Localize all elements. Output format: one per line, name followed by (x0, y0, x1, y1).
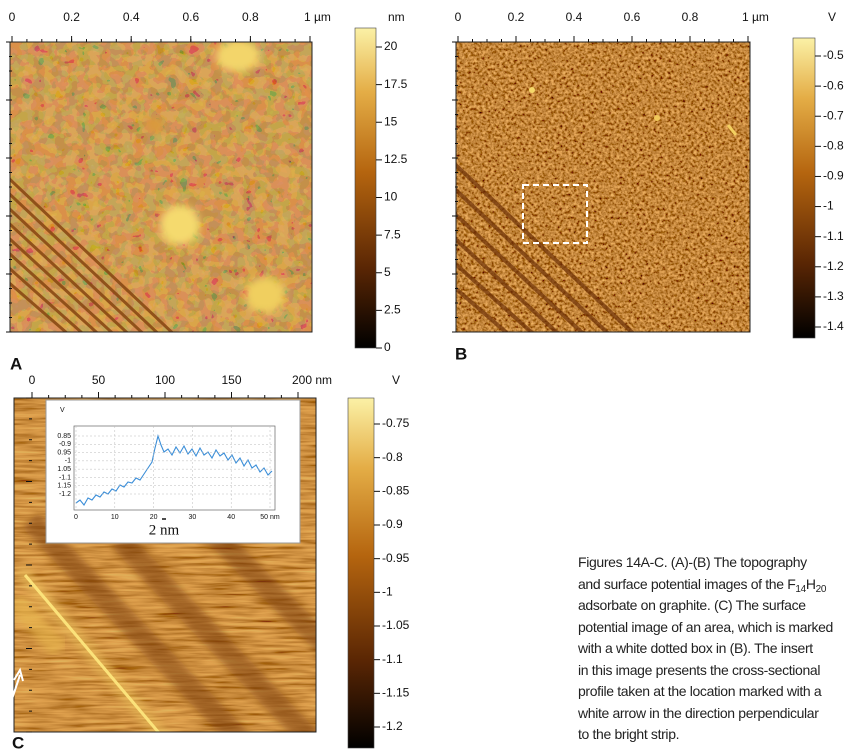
caption-line: adsorbate on graphite. (C) The surface (578, 597, 806, 613)
insert-y-tick-label: 0.95 (57, 449, 71, 456)
panel-label: B (455, 344, 467, 363)
colorbar-tick-label: -1.1 (382, 652, 403, 666)
colorbar-tick-label: -1.15 (382, 686, 410, 700)
insert-y-tick-label: -1.1 (59, 474, 71, 481)
colorbar-tick-label: -0.6 (823, 78, 844, 92)
x-tick-label: 0.6 (182, 10, 199, 24)
x-tick-label: 50 (92, 373, 106, 387)
colorbar-tick-label: -1.4 (823, 319, 844, 333)
caption-line: with a white dotted box in (B). The inse… (578, 640, 813, 656)
colorbar-tick-label: -0.5 (823, 48, 844, 62)
colorbar (792, 37, 816, 339)
x-tick-label: 0.4 (566, 10, 583, 24)
colorbar-unit: nm (388, 10, 405, 24)
caption-line: potential image of an area, which is mar… (578, 618, 833, 635)
colorbar-tick-label: -0.8 (823, 139, 844, 153)
colorbar-unit: V (828, 10, 836, 24)
x-tick-label: 1 µm (742, 10, 769, 24)
subscript: 14 (795, 583, 806, 595)
colorbar-tick-label: 20 (384, 39, 398, 53)
colorbar-tick-label: 0 (384, 340, 391, 354)
colorbar-tick-label: -1 (823, 199, 834, 213)
colorbar-tick-label: -0.85 (382, 484, 410, 498)
arrow (9, 667, 24, 706)
colorbar-tick-label: -1.2 (823, 259, 844, 273)
colorbar-tick-label: -0.8 (382, 450, 403, 464)
colorbar-tick-label: -1.2 (382, 719, 403, 733)
insert-y-tick-label: -1 (65, 458, 71, 465)
colorbar (347, 397, 375, 749)
insert-x-tick-label: 30 (189, 514, 197, 521)
x-tick-label: 0 (9, 10, 16, 24)
colorbar-tick-label: 10 (384, 190, 398, 204)
colorbar-tick-label: 7.5 (384, 227, 401, 241)
image-a (10, 42, 312, 332)
caption-text: and surface potential images of the F (578, 575, 796, 592)
colorbar-tick-label: 17.5 (384, 77, 408, 91)
x-tick-label: 0.8 (682, 10, 699, 24)
panel-label: C (12, 733, 24, 750)
colorbar-tick-label: -1.05 (382, 618, 410, 632)
colorbar (354, 27, 377, 349)
caption-line: white arrow in the direction perpendicul… (578, 704, 819, 721)
x-tick-label: 1 µm (304, 10, 331, 24)
x-tick-label: 0.2 (63, 10, 80, 24)
caption-line: in this image presents the cross-section… (578, 661, 821, 678)
insert-y-tick-label: -0.9 (59, 441, 71, 448)
caption-line: profile taken at the location marked wit… (578, 683, 822, 699)
image-b (456, 42, 750, 332)
insert-y-tick-label: 0.85 (57, 433, 71, 440)
x-tick-label: 0.6 (624, 10, 641, 24)
colorbar-tick-label: 5 (384, 265, 391, 279)
insert-y-tick-label: 1.15 (57, 483, 71, 490)
colorbar-tick-label: -1 (382, 585, 393, 599)
insert-x-tick-label: 40 (227, 514, 235, 521)
colorbar-unit: V (392, 373, 400, 387)
x-tick-label: 0 (455, 10, 462, 24)
colorbar-tick-label: -0.7 (823, 108, 844, 122)
colorbar-tick-label: -0.75 (382, 416, 410, 430)
colorbar-tick-label: -1.1 (823, 229, 844, 243)
x-tick-label: 100 (155, 373, 175, 387)
selection-box (522, 184, 588, 244)
x-tick-label: 0.8 (242, 10, 259, 24)
insert-plot (73, 425, 276, 511)
caption-line: Figures 14A-C. (A)-(B) The topography (578, 554, 807, 570)
subscript: 20 (815, 583, 827, 595)
insert-axis-unit: V (60, 407, 65, 414)
scale-label: 2 nm (149, 522, 180, 538)
x-tick-label: 0.2 (508, 10, 525, 24)
caption-line: and surface potential images of the F14H… (578, 574, 853, 596)
x-tick-label: 200 nm (292, 373, 332, 387)
caption: Figures 14A-C. (A)-(B) The topography an… (578, 552, 853, 746)
panel-label: A (10, 354, 22, 373)
colorbar-tick-label: -0.9 (823, 169, 844, 183)
caption-line: to the bright strip. (578, 726, 680, 742)
x-tick-label: 0.4 (123, 10, 140, 24)
insert-x-tick-label: 20 (150, 514, 158, 521)
colorbar-tick-label: -0.95 (382, 551, 410, 565)
colorbar-tick-label: -0.9 (382, 517, 403, 531)
colorbar-tick-label: 2.5 (384, 303, 401, 317)
insert-y-tick-label: 1.05 (57, 466, 71, 473)
insert-x-tick-label: 50 nm (260, 514, 280, 521)
x-tick-label: 0 (29, 373, 36, 387)
insert-x-tick-label: 0 (74, 514, 78, 521)
caption-text: H (805, 575, 816, 592)
colorbar-tick-label: 12.5 (384, 152, 408, 166)
colorbar-tick-label: -1.3 (823, 289, 844, 303)
insert-y-tick-label: -1.2 (59, 491, 71, 498)
colorbar-tick-label: 15 (384, 114, 398, 128)
insert-x-tick-label: 10 (111, 514, 119, 521)
profile-line (75, 434, 273, 506)
x-tick-label: 150 (221, 373, 241, 387)
